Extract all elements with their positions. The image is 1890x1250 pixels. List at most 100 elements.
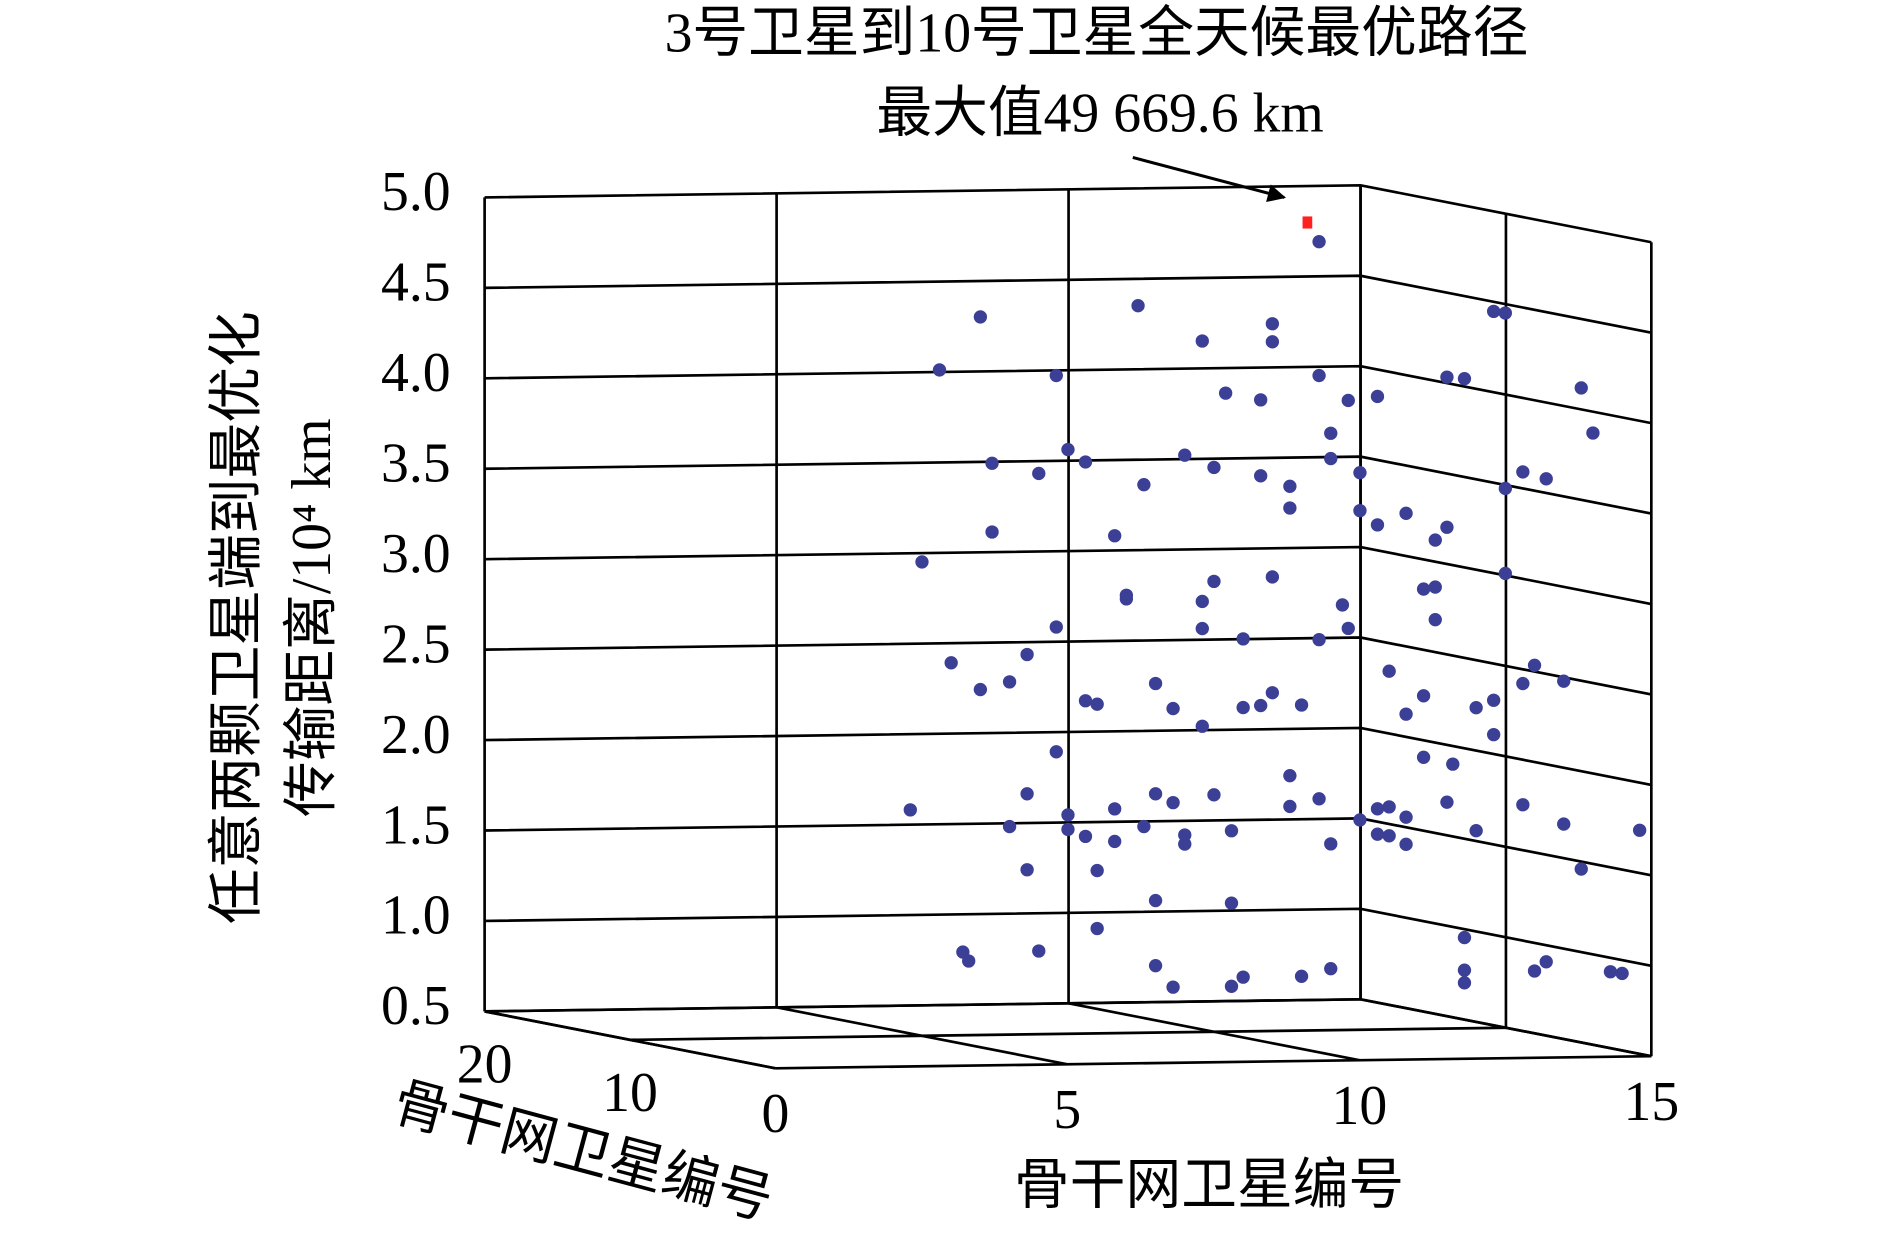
- scatter-point: [1498, 566, 1512, 581]
- scatter-point: [1527, 964, 1542, 978]
- scatter-point: [1020, 787, 1034, 801]
- scatter-point: [1335, 598, 1350, 612]
- scatter-point: [1312, 235, 1326, 249]
- scatter-point: [1399, 837, 1413, 852]
- scatter-point: [1312, 368, 1326, 383]
- scatter-point: [1032, 466, 1046, 481]
- scatter-point: [1148, 893, 1163, 908]
- scatter-point: [1440, 370, 1454, 384]
- scatter-point: [1324, 837, 1338, 851]
- scatter-point: [1416, 750, 1431, 764]
- scatter-point: [1457, 963, 1472, 977]
- y-tick-label: 20: [457, 1033, 513, 1095]
- scatter-point: [1131, 299, 1145, 313]
- scatter-point: [1516, 676, 1530, 691]
- scatter-point: [1137, 478, 1151, 492]
- scatter-point: [1119, 592, 1134, 606]
- scatter-point: [973, 310, 988, 324]
- scatter-point: [1457, 372, 1472, 386]
- scatter-point: [985, 456, 999, 470]
- scatter-point: [1469, 824, 1483, 838]
- scatter-point: [1265, 686, 1280, 700]
- scatter-point: [1265, 317, 1280, 331]
- annotation-arrow: [1132, 155, 1286, 203]
- x-tick-label: 10: [1331, 1075, 1387, 1137]
- scatter-point: [1440, 795, 1454, 809]
- scatter-point: [1032, 944, 1046, 958]
- scatter-point: [1195, 594, 1209, 609]
- scatter-point: [1469, 701, 1483, 715]
- scatter-point: [1399, 506, 1413, 521]
- scatter-point: [1236, 700, 1250, 715]
- scatter-point: [1265, 335, 1280, 349]
- z-tick-label: 2.0: [381, 704, 451, 766]
- scatter-point: [1090, 697, 1104, 711]
- scatter-point: [1224, 824, 1239, 838]
- scatter-point: [1078, 829, 1093, 844]
- scatter-point: [1294, 698, 1309, 712]
- scatter-point: [1324, 426, 1338, 440]
- scatter-point: [1283, 501, 1297, 515]
- scatter-point: [1254, 698, 1268, 713]
- z-tick-label: 2.5: [381, 613, 451, 675]
- scatter-point: [1486, 304, 1501, 319]
- scatter-point: [1428, 612, 1442, 627]
- scatter-point: [1166, 795, 1180, 810]
- scatter-point: [1574, 862, 1588, 876]
- scatter-point: [1049, 620, 1063, 634]
- scatter-point: [1218, 386, 1233, 400]
- scatter-point: [1539, 472, 1553, 486]
- scatter-point: [1428, 533, 1442, 547]
- scatter-point: [932, 363, 947, 377]
- scatter-point: [1416, 582, 1431, 596]
- scatter-point: [1382, 800, 1396, 814]
- scatter-point: [1207, 788, 1221, 802]
- z-axis-label: 传输距离/10⁴ km: [281, 418, 343, 817]
- x-axis-label: 骨干网卫星编号: [1014, 1154, 1404, 1216]
- scatter-point: [1137, 819, 1151, 834]
- scatter-point: [1207, 574, 1221, 589]
- scatter-point: [1341, 621, 1355, 636]
- scatter-point: [1178, 448, 1192, 462]
- y-axis-label: 骨干网卫星编号: [386, 1071, 779, 1232]
- scatter-point: [1254, 469, 1268, 483]
- y-tick-label: 10: [602, 1062, 658, 1124]
- scatter-point: [1324, 961, 1338, 976]
- annotation: 3号卫星到10号卫星全天候最优路径: [665, 3, 1529, 65]
- scatter-point: [1148, 676, 1163, 691]
- scatter-point: [1236, 970, 1250, 984]
- grid: 0.5 1.0 1.5 2.0 2.5 3.0 3.5 4.0 4.5 5.0 0 5 10 15 10 20: [381, 161, 1679, 1145]
- scatter-point: [1283, 799, 1297, 814]
- scatter-point: [1148, 787, 1163, 801]
- scatter-point: [1061, 822, 1075, 837]
- points: [903, 216, 1647, 994]
- scatter-point: [1020, 647, 1034, 662]
- z-tick-label: 4.5: [381, 252, 451, 314]
- scatter-point: [903, 803, 917, 817]
- scatter-point: [915, 555, 929, 569]
- scatter-point: [1440, 520, 1454, 534]
- z-tick-label: 1.5: [381, 794, 451, 856]
- scatter-point: [1370, 827, 1385, 841]
- scatter-point: [1090, 921, 1104, 936]
- scatter-point: [1446, 757, 1460, 771]
- scatter-point: [1312, 792, 1326, 806]
- x-tick-label: 5: [1053, 1079, 1081, 1141]
- scatter-point: [1632, 823, 1647, 837]
- scatter-point: [1236, 632, 1250, 646]
- scatter-point: [1283, 479, 1297, 493]
- scatter-point: [1090, 863, 1104, 878]
- scatter-point: [962, 954, 976, 968]
- scatter-point: [1178, 837, 1192, 851]
- scatter-point: [1382, 664, 1396, 678]
- scatter-point: [1557, 674, 1571, 688]
- scatter-point: [985, 525, 999, 539]
- scatter-point: [1498, 481, 1512, 496]
- scatter-point: [1574, 381, 1588, 395]
- scatter-point: [1108, 529, 1122, 543]
- scatter-point: [1416, 689, 1431, 703]
- scatter-point: [1486, 693, 1501, 707]
- scatter-point: [1370, 518, 1385, 532]
- y-grid-line: [629, 1026, 1506, 1042]
